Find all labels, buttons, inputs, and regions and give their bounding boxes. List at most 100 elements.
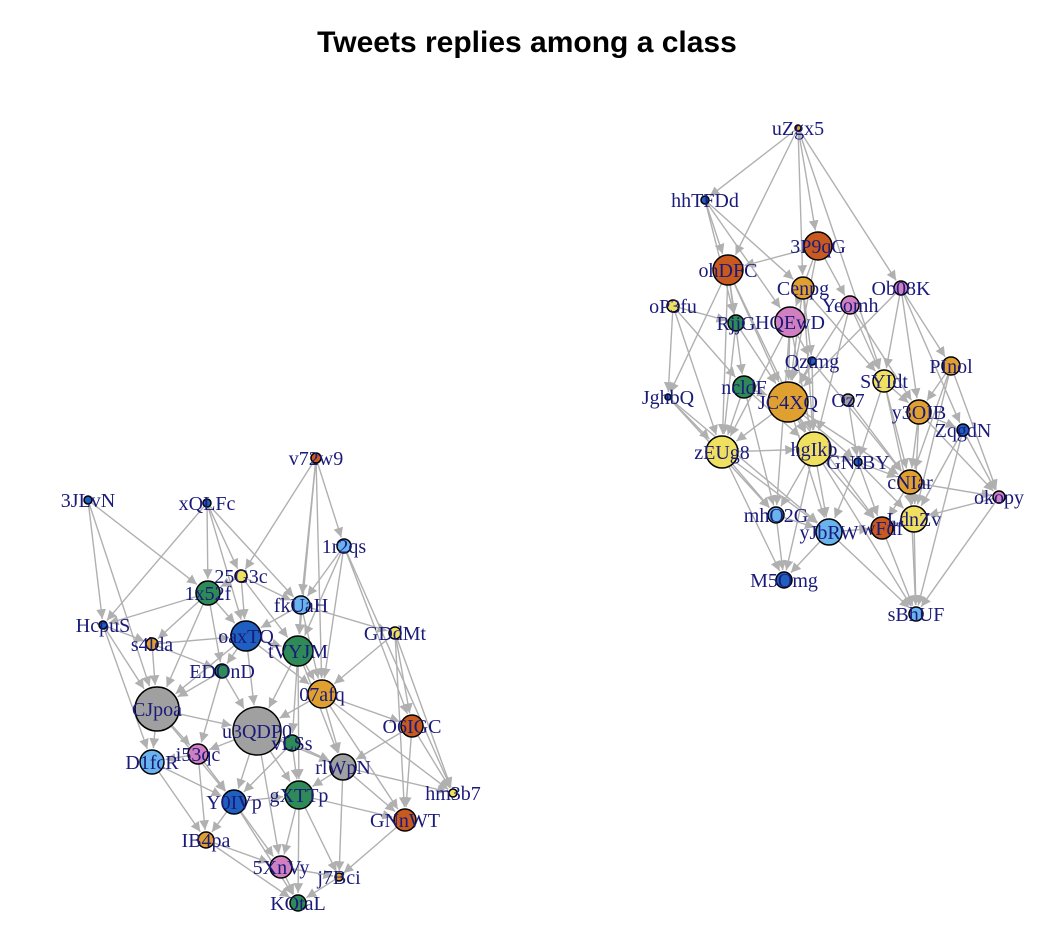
node-KOtaL	[289, 894, 307, 912]
edge-1r2qs-O6IGC	[343, 545, 409, 715]
edge-HcpuS-D1fcR	[102, 624, 149, 750]
node-label-3JLvN: 3JLvN	[61, 490, 115, 512]
node-label-M5Omg: M5Omg	[750, 570, 818, 592]
edge-1r2qs-fkUaH	[306, 545, 345, 597]
node-u3QDP0	[232, 706, 282, 756]
node-i53qc	[187, 743, 209, 765]
node-label-25G3c: 25G3c	[214, 566, 267, 588]
node-label-tVYJM: tVYJM	[268, 641, 328, 663]
edge-Ob08K-SYIdt	[883, 287, 902, 369]
node-3P9qG	[803, 231, 833, 261]
edge-25G3c-oaxTQ	[238, 575, 249, 620]
node-label-mhO2G: mhO2G	[744, 505, 808, 527]
node-label-xQLFc: xQLFc	[179, 493, 236, 515]
node-label-vLSs: vLSs	[271, 733, 312, 755]
edge-Oz7-GNIBY	[847, 399, 861, 457]
edge-j7Bci-KOtaL	[306, 876, 340, 899]
chart-title: Tweets replies among a class	[317, 26, 737, 59]
node-JC4XQ	[767, 381, 809, 423]
node-label-y3OIB: y3OIB	[892, 402, 946, 424]
edge-hhTFDd-RjjG	[704, 199, 736, 314]
edge-okopy-sBhUF	[920, 496, 1000, 608]
node-okopy	[992, 490, 1006, 504]
edge-ZqgdN-sBhUF	[915, 429, 964, 606]
node-label-5XnVy: 5XnVy	[253, 857, 310, 879]
edge-i53qc-IB4pa	[197, 753, 210, 831]
node-label-Oz7: Oz7	[831, 390, 864, 412]
edge-1r2qs-tVYJM	[304, 545, 345, 636]
node-label-hhTFDd: hhTFDd	[671, 190, 739, 212]
edge-RjjG-JC4XQ	[735, 322, 777, 385]
node-label-cNIar: cNIar	[887, 472, 933, 494]
edge-s4lda-oaxTQ	[151, 633, 230, 645]
node-1r2qs	[336, 538, 352, 554]
node-tVYJM	[282, 635, 314, 667]
node-label-ncldF: ncldF	[721, 377, 767, 399]
node-label-zEUg8: zEUg8	[694, 442, 750, 464]
node-07afq	[307, 679, 337, 709]
node-hm3b7	[448, 788, 458, 798]
edge-ohDFC-zEUg8	[718, 269, 729, 435]
node-Qztmg	[807, 356, 817, 366]
edge-gXTTp-GNnWT	[298, 794, 393, 820]
node-Cenpg	[791, 276, 815, 300]
node-label-LdnZv: LdnZv	[887, 509, 941, 531]
edge-oP3fu-zEUg8	[672, 305, 718, 436]
node-25G3c	[234, 569, 248, 583]
node-ncldF	[732, 375, 756, 399]
edge-s4lda-CJpoa	[149, 643, 160, 686]
edge-IB4pa-KOtaL	[205, 839, 291, 898]
node-O6IGC	[400, 714, 424, 738]
node-label-fkUaH: fkUaH	[274, 595, 328, 617]
node-label-Yeomh: Yeomh	[822, 295, 879, 317]
edge-Yeomh-JC4XQ	[799, 304, 851, 384]
node-ZqgdN	[956, 423, 970, 437]
node-label-EDOnD: EDOnD	[189, 661, 255, 683]
edge-Qztmg-cNIar	[811, 360, 902, 472]
node-RjjG	[727, 314, 745, 332]
node-label-okopy: okopy	[974, 487, 1024, 509]
node-GDdMt	[388, 626, 402, 640]
node-mhO2G	[767, 506, 785, 524]
edge-JghbQ-yJbRW	[667, 396, 818, 523]
edge-v72w9-07afq	[315, 457, 327, 679]
node-label-uZgx5: uZgx5	[772, 118, 824, 140]
edge-Oz7-cNIar	[847, 399, 903, 472]
edge-Ob08K-y3OIB	[900, 287, 921, 399]
node-cNIar	[897, 469, 923, 495]
node-y3OIB	[906, 399, 932, 425]
node-label-SYIdt: SYIdt	[860, 371, 908, 393]
edge-oP3fu-RjjG	[672, 305, 727, 323]
edge-fkUaH-GDdMt	[300, 604, 388, 633]
edge-SYIdt-GNIBY	[858, 380, 885, 457]
edge-zEUg8-M5Omg	[721, 451, 781, 572]
edge-hhTFDd-ohDFC	[704, 199, 725, 255]
edge-uZgx5-hhTFDd	[709, 127, 799, 197]
node-label-ohDFC: ohDFC	[699, 260, 758, 282]
node-label-hgIkb: hgIkb	[791, 439, 838, 461]
node-label-3P9qG: 3P9qG	[790, 236, 846, 258]
edge-Yeomh-SYIdt	[849, 304, 880, 370]
edge-LdnZv-sBhUF	[910, 518, 921, 606]
node-label-wFdf: wFdf	[861, 518, 904, 540]
node-label-gXTTp: gXTTp	[270, 785, 329, 807]
node-xQLFc	[202, 498, 212, 508]
edge-uZgx5-3P9qG	[797, 127, 819, 231]
edge-tVYJM-gXTTp	[293, 650, 304, 780]
edge-07afq-GNnWT	[321, 693, 399, 810]
node-Yeomh	[840, 295, 860, 315]
node-label-CJpoa: CJpoa	[132, 699, 182, 721]
edge-O6IGC-hm3b7	[411, 725, 451, 789]
node-label-07afq: 07afq	[299, 684, 345, 706]
edge-xQLFc-HcpuS	[106, 502, 208, 621]
edge-GNIBY-wFdf	[857, 461, 879, 517]
edge-uZgx5-SYIdt	[797, 127, 882, 369]
node-label-hm3b7: hm3b7	[425, 783, 481, 805]
edge-ncldF-mhO2G	[743, 386, 776, 506]
edge-1r2qs-07afq	[320, 545, 345, 679]
edge-1x52f-HcpuS	[108, 592, 209, 626]
node-SYIdt	[872, 369, 896, 393]
edge-rlWpN-hm3b7	[342, 766, 448, 795]
edge-uZgx5-Ob08K	[797, 127, 897, 281]
